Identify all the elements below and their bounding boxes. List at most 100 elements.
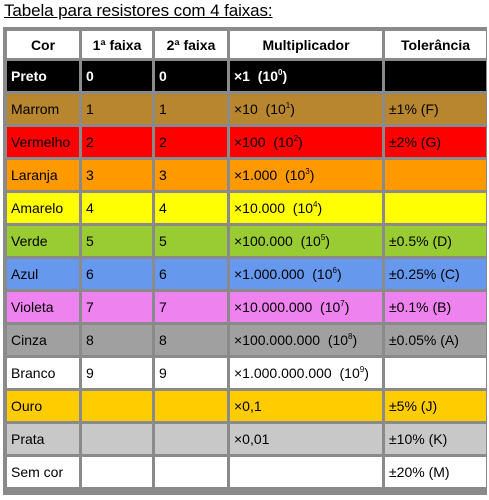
power-of-ten: (10 xyxy=(285,167,306,183)
faixa-1-cell-text: 4 xyxy=(86,200,94,216)
header-row: Cor 1ª faixa 2ª faixa Multiplicador Tole… xyxy=(7,31,486,58)
cor-cell-text: Cinza xyxy=(11,332,47,348)
faixa-1-cell xyxy=(82,424,152,454)
power-exponent: 6 xyxy=(332,266,337,275)
faixa-1-cell: 9 xyxy=(82,358,152,388)
faixa-2-cell: 9 xyxy=(155,358,227,388)
faixa-2-cell-text: 2 xyxy=(159,134,167,150)
header-multiplicador: Multiplicador xyxy=(230,31,382,58)
tolerancia-cell-text: ±0.1% (B) xyxy=(389,299,452,315)
table-row: Violeta 7 7 ×10.000.000 (107) ±0.1% (B) xyxy=(7,292,486,322)
faixa-1-cell-text: 7 xyxy=(86,299,94,315)
table-row: Azul 6 6 ×1.000.000 (106) ±0.25% (C) xyxy=(7,259,486,289)
power-exponent: 8 xyxy=(348,332,353,341)
multiplicador-cell: ×1 (100) xyxy=(230,61,382,91)
faixa-2-cell-text: 4 xyxy=(159,200,167,216)
faixa-1-cell: 7 xyxy=(82,292,152,322)
power-of-ten: (10 xyxy=(327,332,349,348)
tolerancia-cell: ±5% (J) xyxy=(385,391,486,421)
header-faixa-2: 2ª faixa xyxy=(155,31,227,58)
cor-cell-text: Preto xyxy=(11,68,47,84)
faixa-2-cell xyxy=(155,424,227,454)
faixa-1-cell xyxy=(82,457,152,487)
faixa-1-cell-text: 2 xyxy=(86,134,94,150)
faixa-1-cell-text: 8 xyxy=(86,332,94,348)
multiplicador-cell: ×100.000.000 (108) xyxy=(230,325,382,355)
faixa-2-cell: 3 xyxy=(155,160,227,190)
cor-cell-text: Vermelho xyxy=(11,134,71,150)
power-of-ten: (10 xyxy=(257,68,278,84)
cor-cell-text: Ouro xyxy=(11,398,43,414)
faixa-1-cell-text: 1 xyxy=(86,101,94,117)
table-row: Branco 9 9 ×1.000.000.000 (109) xyxy=(7,358,486,388)
multiplicador-cell xyxy=(230,457,382,487)
cor-cell-text: Marrom xyxy=(11,101,60,117)
faixa-2-cell-text: 9 xyxy=(159,365,167,381)
cor-cell: Ouro xyxy=(7,391,79,421)
cor-cell: Amarelo xyxy=(7,193,79,223)
multiplicador-value: ×0,01 xyxy=(234,431,270,447)
multiplicador-cell: ×0,01 xyxy=(230,424,382,454)
multiplicador-value: ×10.000 xyxy=(234,200,285,216)
tolerancia-cell xyxy=(385,160,486,190)
faixa-2-cell: 0 xyxy=(155,61,227,91)
faixa-2-cell-text: 1 xyxy=(159,101,167,117)
faixa-2-cell-text: 0 xyxy=(159,68,167,84)
cor-cell: Marrom xyxy=(7,94,79,124)
table-row: Verde 5 5 ×100.000 (105) ±0.5% (D) xyxy=(7,226,486,256)
faixa-1-cell: 2 xyxy=(82,127,152,157)
multiplicador-cell: ×100.000 (105) xyxy=(230,226,382,256)
tolerancia-cell: ±20% (M) xyxy=(385,457,486,487)
multiplicador-value: ×100 xyxy=(234,134,266,150)
table-row: Vermelho 2 2 ×100 (102) ±2% (G) xyxy=(7,127,486,157)
power-of-ten: (10 xyxy=(312,266,333,282)
power-of-ten: (10 xyxy=(273,134,294,150)
tolerancia-cell-text: ±10% (K) xyxy=(389,431,448,447)
tolerancia-cell: ±0.5% (D) xyxy=(385,226,486,256)
header-cor: Cor xyxy=(7,31,79,58)
table-row: Sem cor ±20% (M) xyxy=(7,457,486,487)
tolerancia-cell: ±2% (G) xyxy=(385,127,486,157)
header-faixa-1: 1ª faixa xyxy=(82,31,152,58)
table-row: Ouro ×0,1 ±5% (J) xyxy=(7,391,486,421)
faixa-2-cell xyxy=(155,457,227,487)
faixa-2-cell-text: 6 xyxy=(159,266,167,282)
tolerancia-cell: ±0.25% (C) xyxy=(385,259,486,289)
cor-cell: Prata xyxy=(7,424,79,454)
faixa-1-cell-text: 6 xyxy=(86,266,94,282)
power-of-ten: (10 xyxy=(292,200,314,216)
cor-cell-text: Sem cor xyxy=(11,464,64,480)
power-exponent: 1 xyxy=(285,101,291,110)
cor-cell-text: Laranja xyxy=(11,167,58,183)
tolerancia-cell-text: ±0.05% (A) xyxy=(389,332,459,348)
cor-cell: Violeta xyxy=(7,292,79,322)
faixa-1-cell: 3 xyxy=(82,160,152,190)
faixa-2-cell: 7 xyxy=(155,292,227,322)
faixa-1-cell: 6 xyxy=(82,259,152,289)
power-of-ten: (10 xyxy=(320,299,341,315)
power-exponent: 7 xyxy=(340,299,345,308)
table-row: Amarelo 4 4 ×10.000 (104) xyxy=(7,193,486,223)
tolerancia-cell-text: ±20% (M) xyxy=(389,464,450,480)
multiplicador-value: ×1.000.000 xyxy=(234,266,305,282)
cor-cell-text: Azul xyxy=(11,266,39,282)
tolerancia-cell-text: ±1% (F) xyxy=(389,101,439,117)
faixa-2-cell-text: 8 xyxy=(159,332,167,348)
faixa-1-cell-text: 5 xyxy=(86,233,94,249)
multiplicador-value: ×0,1 xyxy=(234,398,262,414)
faixa-1-cell: 8 xyxy=(82,325,152,355)
multiplicador-cell: ×10 (101) xyxy=(230,94,382,124)
faixa-1-cell: 0 xyxy=(82,61,152,91)
faixa-1-cell-text: 3 xyxy=(86,167,94,183)
power-exponent: 5 xyxy=(320,233,326,242)
faixa-2-cell-text: 5 xyxy=(159,233,167,249)
resistor-color-table: Cor 1ª faixa 2ª faixa Multiplicador Tole… xyxy=(4,28,489,490)
multiplicador-value: ×1 xyxy=(234,68,250,84)
tolerancia-cell: ±10% (K) xyxy=(385,424,486,454)
multiplicador-cell: ×0,1 xyxy=(230,391,382,421)
cor-cell: Preto xyxy=(7,61,79,91)
power-of-ten: (10 xyxy=(300,233,321,249)
tolerancia-cell: ±1% (F) xyxy=(385,94,486,124)
multiplicador-cell: ×10.000.000 (107) xyxy=(230,292,382,322)
page-title: Tabela para resistores com 4 faixas: xyxy=(4,1,273,20)
